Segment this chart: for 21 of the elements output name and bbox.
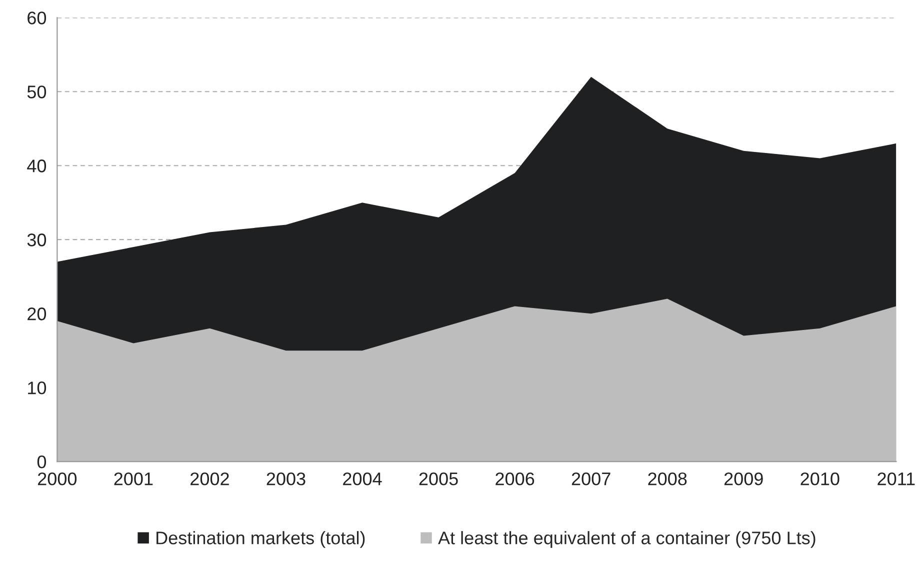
y-tick-label: 20: [28, 308, 46, 320]
y-tick-label: 50: [27, 86, 46, 98]
y-tick-label: 0: [37, 456, 46, 468]
x-tick-label: 2001: [114, 472, 153, 486]
x-tick-label: 2005: [419, 472, 458, 486]
legend-label: Destination markets (total): [156, 531, 365, 548]
x-tick-label: 2009: [724, 472, 763, 486]
x-tick-label: 2011: [878, 472, 915, 486]
x-tick-label: 2010: [800, 472, 840, 486]
x-tick-label: 2002: [190, 472, 229, 486]
y-tick-label: 40: [27, 160, 46, 172]
y-tick-label: 60: [28, 12, 46, 24]
x-tick-label: 2004: [343, 472, 382, 486]
y-tick-label: 30: [27, 234, 46, 246]
x-tick-label: 2000: [38, 472, 77, 486]
x-tick-label: 2008: [648, 472, 687, 486]
x-tick-label: 2003: [266, 472, 306, 486]
x-tick-label: 2007: [572, 472, 610, 486]
x-tick-label: 2006: [496, 472, 534, 486]
y-tick-label: 10: [28, 382, 46, 394]
legend-label: At least the equivalent of a container (9750 Lts): [438, 531, 816, 548]
